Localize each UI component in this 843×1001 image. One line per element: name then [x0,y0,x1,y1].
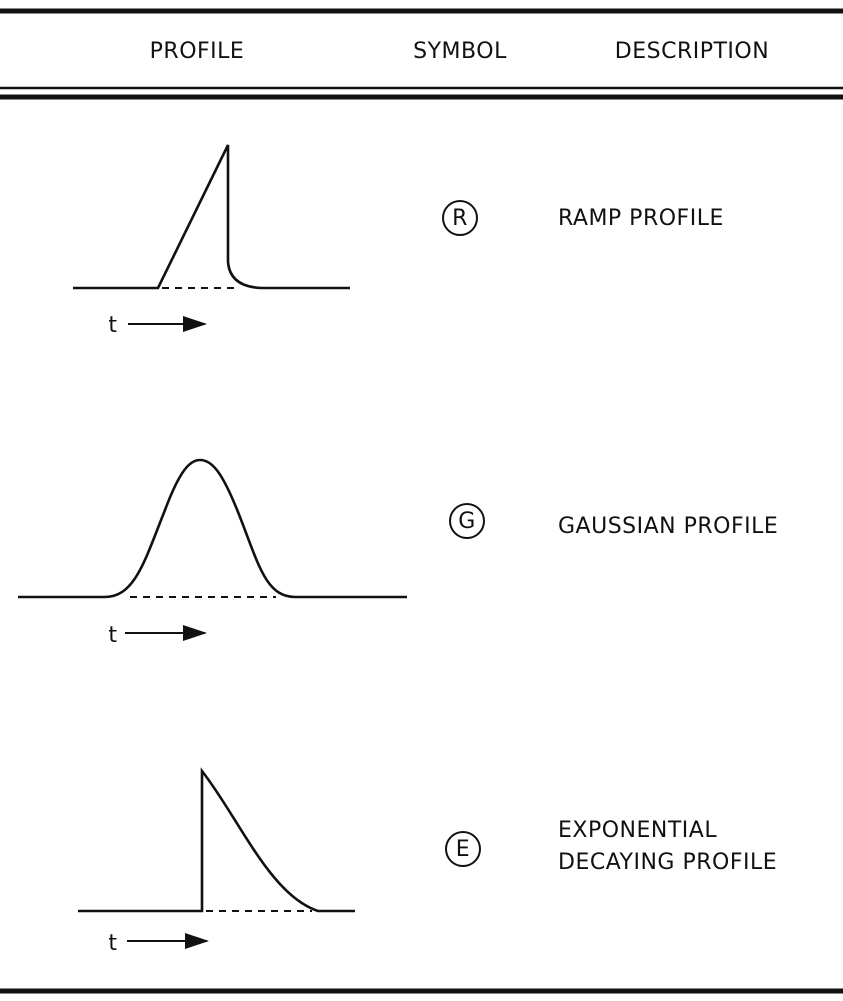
symbol-circle [445,831,481,867]
time-label: t [108,623,117,648]
description-line: DECAYING PROFILE [558,850,777,875]
time-label: t [108,931,117,956]
header-symbol: SYMBOL [413,39,507,64]
symbol: E [456,837,470,862]
symbol-circle [449,503,485,539]
header-profile: PROFILE [150,39,245,64]
header-description: DESCRIPTION [615,39,769,64]
ramp-row: t R RAMP PROFILE [73,144,724,338]
description: GAUSSIAN PROFILE [558,514,778,539]
description-line: EXPONENTIAL [558,818,717,843]
symbol-circle [442,200,478,236]
gaussian-row: t G GAUSSIAN PROFILE [18,458,778,648]
exponential-curve [78,767,355,913]
symbol: G [458,509,476,534]
symbol: R [452,206,468,231]
ramp-curve [73,144,350,290]
gaussian-curve [18,458,407,599]
description: RAMP PROFILE [558,206,724,231]
exponential-row: t E EXPONENTIAL DECAYING PROFILE [78,767,777,956]
time-label: t [108,313,117,338]
